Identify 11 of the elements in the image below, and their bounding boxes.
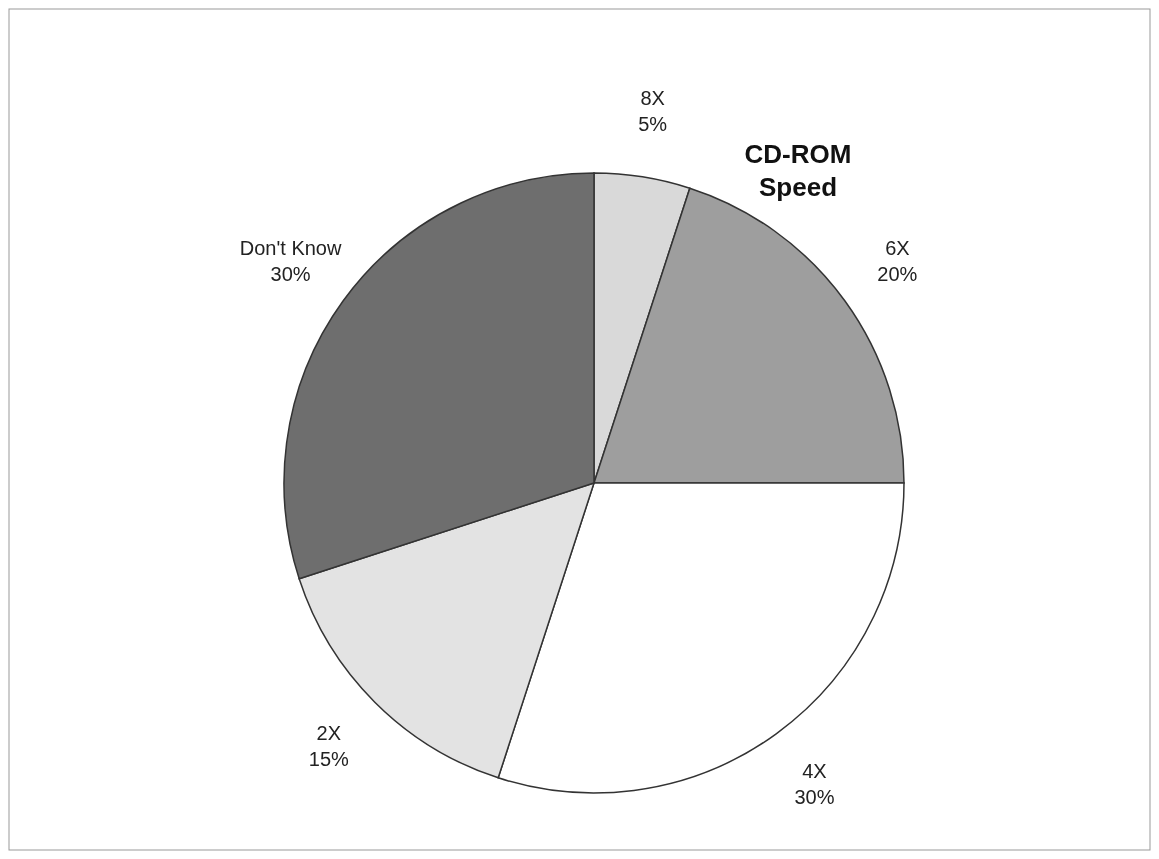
slice-label: 8X [640,86,665,109]
slice-label: 6X [885,236,910,259]
slice-label: 4X [802,760,827,783]
data-label: 5% [638,112,668,135]
data-label: 15% [308,748,350,771]
data-label: 20% [877,262,918,285]
data-label: 30% [794,786,835,809]
text: CD-ROM Speed [744,139,852,202]
slice-label: Don't Know [239,236,342,259]
data-label: 30% [270,262,311,285]
slice-label: 2X [316,722,342,745]
